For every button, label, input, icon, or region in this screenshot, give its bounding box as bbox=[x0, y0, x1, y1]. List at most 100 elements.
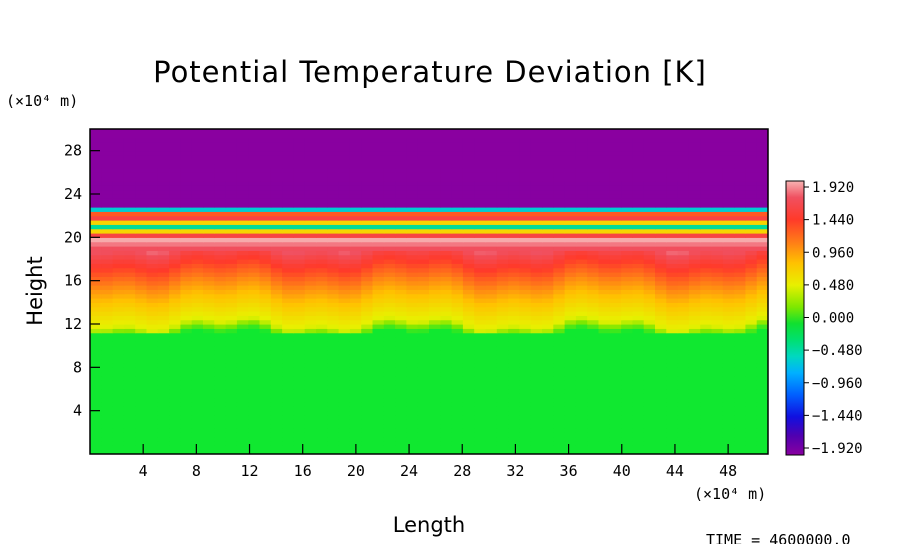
heatmap-cell bbox=[123, 168, 136, 173]
heatmap-cell bbox=[564, 198, 577, 204]
heatmap-cell bbox=[587, 423, 600, 429]
heatmap-cell bbox=[146, 220, 159, 225]
heatmap-cell bbox=[553, 159, 566, 165]
heatmap-cell bbox=[316, 371, 328, 377]
heatmap-cell bbox=[112, 237, 125, 243]
heatmap-cell bbox=[609, 202, 622, 208]
heatmap-cell bbox=[655, 133, 667, 139]
heatmap-cell bbox=[734, 436, 746, 442]
heatmap-cell bbox=[293, 289, 306, 295]
heatmap-cell bbox=[655, 272, 667, 277]
heatmap-cell bbox=[282, 220, 294, 225]
heatmap-cell bbox=[496, 215, 509, 221]
heatmap-cell bbox=[169, 306, 181, 312]
heatmap-cell bbox=[259, 350, 272, 355]
heatmap-cell bbox=[270, 289, 283, 295]
heatmap-cell bbox=[700, 207, 713, 212]
heatmap-cell bbox=[372, 142, 385, 147]
heatmap-cell bbox=[293, 263, 306, 269]
heatmap-cell bbox=[598, 358, 611, 364]
heatmap-cell bbox=[135, 215, 148, 221]
heatmap-cell bbox=[361, 276, 374, 282]
heatmap-cell bbox=[508, 428, 520, 433]
heatmap-cell bbox=[440, 328, 453, 334]
heatmap-cell bbox=[406, 345, 419, 351]
heatmap-cell bbox=[157, 224, 170, 230]
heatmap-cell bbox=[575, 415, 588, 420]
heatmap-cell bbox=[361, 350, 374, 355]
heatmap-cell bbox=[101, 337, 114, 342]
heatmap-cell bbox=[293, 345, 306, 351]
heatmap-cell bbox=[722, 129, 735, 134]
heatmap-cell bbox=[203, 363, 215, 368]
heatmap-cell bbox=[101, 315, 114, 321]
heatmap-cell bbox=[677, 293, 690, 299]
heatmap-cell bbox=[632, 289, 645, 295]
heatmap-cell bbox=[677, 341, 690, 347]
heatmap-cell bbox=[429, 228, 441, 234]
heatmap-cell bbox=[304, 233, 317, 238]
heatmap-cell bbox=[666, 250, 679, 256]
heatmap-cell bbox=[632, 259, 645, 264]
heatmap-cell bbox=[700, 267, 713, 273]
heatmap-cell bbox=[338, 280, 351, 286]
heatmap-cell bbox=[304, 384, 317, 390]
heatmap-cell bbox=[327, 436, 340, 442]
heatmap-cell bbox=[112, 402, 125, 407]
heatmap-cell bbox=[372, 276, 385, 282]
heatmap-cell bbox=[553, 341, 566, 347]
heatmap-cell bbox=[677, 445, 690, 451]
heatmap-cell bbox=[711, 389, 724, 394]
heatmap-cell bbox=[406, 267, 419, 273]
heatmap-cell bbox=[609, 324, 622, 329]
heatmap-cell bbox=[123, 159, 136, 165]
heatmap-cell bbox=[395, 150, 407, 156]
y-unit-label: (×10⁴ m) bbox=[6, 92, 78, 110]
heatmap-cell bbox=[123, 176, 136, 182]
heatmap-cell bbox=[734, 150, 746, 156]
heatmap-cell bbox=[451, 237, 464, 243]
heatmap-cell bbox=[361, 228, 374, 234]
heatmap-cell bbox=[711, 423, 724, 429]
heatmap-cell bbox=[508, 211, 520, 217]
x-unit-label: (×10⁴ m) bbox=[694, 485, 766, 503]
heatmap-cell bbox=[338, 146, 351, 152]
heatmap-cell bbox=[270, 215, 283, 221]
heatmap-cell bbox=[519, 358, 532, 364]
heatmap-cell bbox=[293, 215, 306, 221]
heatmap-cell bbox=[711, 315, 724, 321]
heatmap-cell bbox=[756, 311, 768, 316]
heatmap-cell bbox=[406, 137, 419, 143]
heatmap-cell bbox=[621, 402, 633, 407]
heatmap-cell bbox=[327, 146, 340, 152]
heatmap-cell bbox=[609, 389, 622, 394]
heatmap-cell bbox=[203, 194, 215, 199]
heatmap-cell bbox=[666, 311, 679, 316]
heatmap-cell bbox=[191, 449, 204, 454]
heatmap-cell bbox=[429, 397, 441, 403]
heatmap-cell bbox=[587, 380, 600, 386]
heatmap-cell bbox=[90, 389, 102, 394]
heatmap-cell bbox=[700, 371, 713, 377]
heatmap-cell bbox=[609, 367, 622, 373]
heatmap-cell bbox=[361, 137, 374, 143]
heatmap-cell bbox=[417, 445, 430, 451]
heatmap-cell bbox=[519, 198, 532, 204]
heatmap-cell bbox=[609, 445, 622, 451]
heatmap-cell bbox=[293, 224, 306, 230]
heatmap-cell bbox=[700, 146, 713, 152]
heatmap-cell bbox=[406, 384, 419, 390]
heatmap-cell bbox=[327, 207, 340, 212]
heatmap-cell bbox=[214, 246, 227, 251]
heatmap-cell bbox=[146, 319, 159, 325]
heatmap-cell bbox=[270, 137, 283, 143]
heatmap-cell bbox=[248, 163, 261, 169]
heatmap-cell bbox=[135, 189, 148, 195]
heatmap-cell bbox=[361, 406, 374, 412]
heatmap-cell bbox=[203, 259, 215, 264]
heatmap-cell bbox=[293, 324, 306, 329]
heatmap-cell bbox=[282, 311, 294, 316]
heatmap-cell bbox=[542, 380, 554, 386]
heatmap-cell bbox=[157, 402, 170, 407]
heatmap-cell bbox=[643, 441, 656, 446]
